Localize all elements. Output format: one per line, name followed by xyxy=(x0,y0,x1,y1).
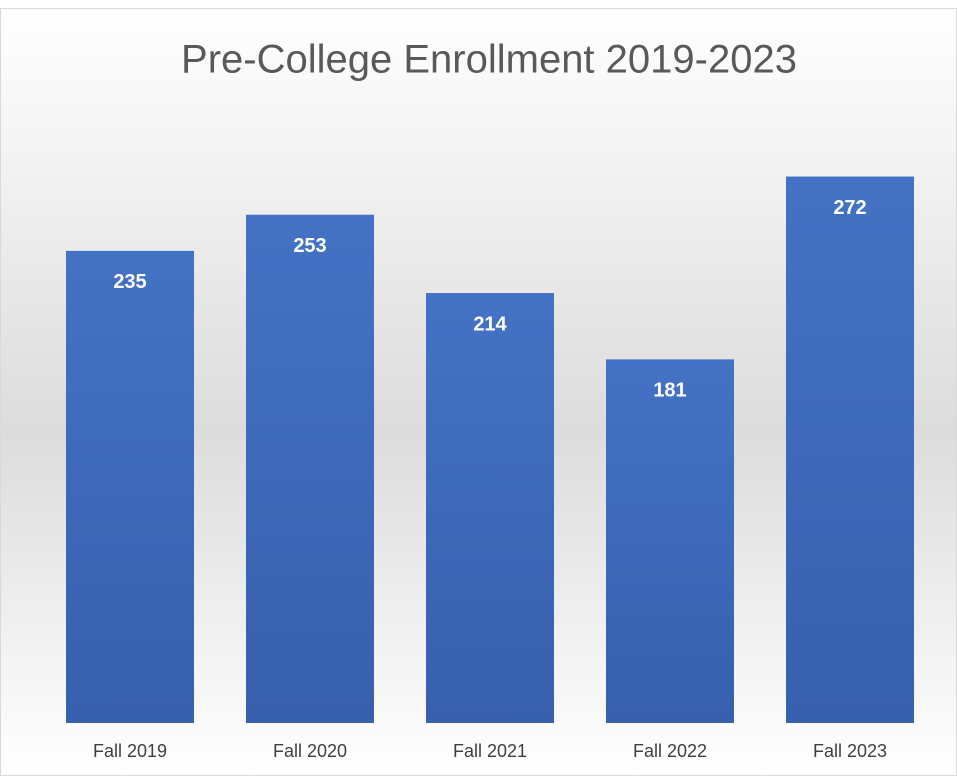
data-label: 272 xyxy=(833,197,866,219)
bar xyxy=(66,250,194,723)
bar xyxy=(246,214,374,723)
x-tick-label: Fall 2020 xyxy=(273,741,347,761)
x-tick-label: Fall 2023 xyxy=(813,741,887,761)
chart-title: Pre-College Enrollment 2019-2023 xyxy=(181,38,797,82)
bar xyxy=(426,293,554,723)
data-label: 181 xyxy=(653,380,686,402)
data-label: 235 xyxy=(113,271,146,293)
data-label: 214 xyxy=(473,313,507,335)
x-tick-label: Fall 2019 xyxy=(93,741,167,761)
data-label: 253 xyxy=(293,235,326,257)
bar xyxy=(786,176,914,723)
x-tick-label: Fall 2022 xyxy=(633,741,707,761)
bar xyxy=(606,359,734,723)
x-tick-label: Fall 2021 xyxy=(453,741,527,761)
